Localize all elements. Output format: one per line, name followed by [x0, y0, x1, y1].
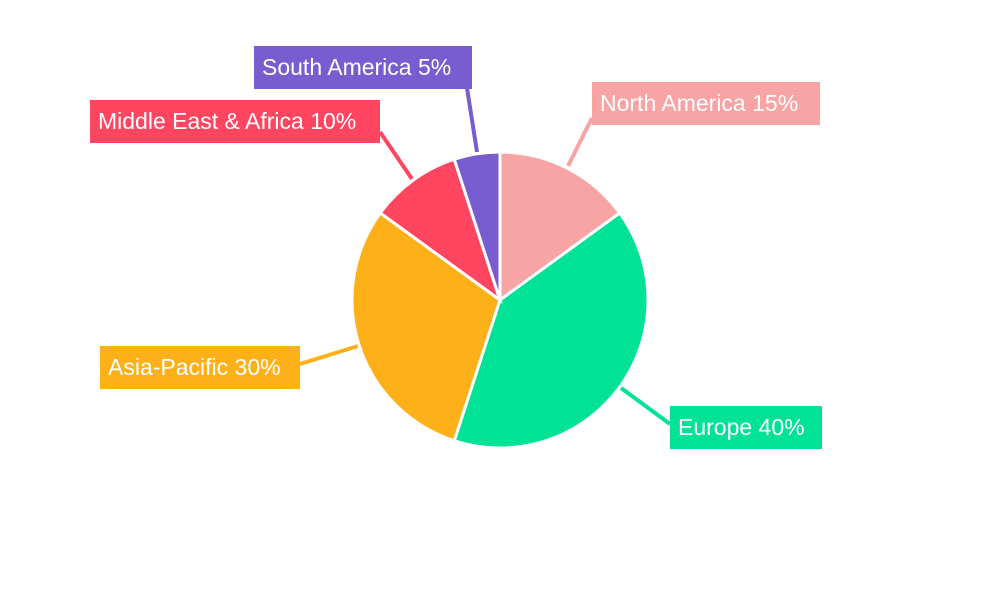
leader-line-south-america [465, 87, 479, 153]
slice-europe[interactable] [452, 210, 650, 450]
label-middle-east-africa: Middle East & Africa 10% [90, 100, 380, 143]
label-europe: Europe 40% [670, 406, 822, 449]
leader-line-north-america [566, 117, 594, 167]
slice-asia-pacific[interactable] [350, 210, 502, 443]
slice-middle-east-africa[interactable] [378, 157, 503, 304]
label-asia-pacific: Asia-Pacific 30% [100, 346, 300, 389]
leader-line-asia-pacific [299, 344, 359, 366]
label-north-america: North America 15% [592, 82, 820, 125]
leader-line-europe [619, 386, 672, 426]
slice-north-america[interactable] [498, 150, 622, 303]
leader-line-middle-east-africa [378, 130, 414, 181]
label-south-america: South America 5% [254, 46, 472, 89]
slice-south-america[interactable] [452, 150, 502, 301]
